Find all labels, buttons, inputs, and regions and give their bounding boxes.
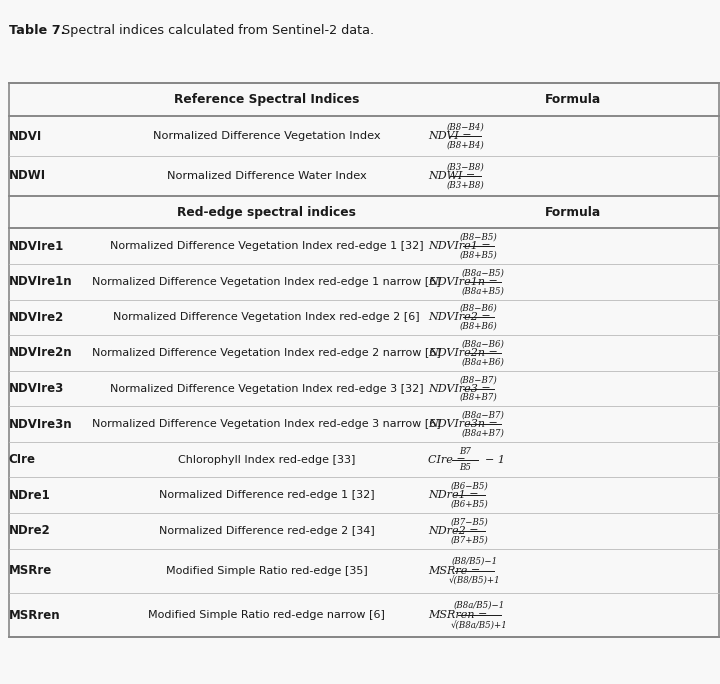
Text: √(B8/B5)+1: √(B8/B5)+1 xyxy=(449,577,500,586)
Text: (B8−B4): (B8−B4) xyxy=(446,122,484,132)
Text: NDVIre2: NDVIre2 xyxy=(9,311,64,324)
Text: NDVIre3 =: NDVIre3 = xyxy=(428,384,491,393)
Text: (B8a+B6): (B8a+B6) xyxy=(462,357,505,367)
Text: NDre2: NDre2 xyxy=(9,524,50,538)
Text: √(B8a/B5)+1: √(B8a/B5)+1 xyxy=(451,621,508,630)
Text: NDVIre1n =: NDVIre1n = xyxy=(428,277,498,287)
Text: Normalized Difference Water Index: Normalized Difference Water Index xyxy=(166,171,366,181)
Text: NDVIre2 =: NDVIre2 = xyxy=(428,313,491,322)
Text: Normalized Difference Vegetation Index red-edge 2 narrow [6]: Normalized Difference Vegetation Index r… xyxy=(92,348,441,358)
Text: NDVI: NDVI xyxy=(9,129,42,143)
Text: (B8a−B7): (B8a−B7) xyxy=(462,410,505,420)
Text: Normalized Difference Vegetation Index: Normalized Difference Vegetation Index xyxy=(153,131,380,141)
Text: Normalized Difference Vegetation Index red-edge 3 narrow [6]: Normalized Difference Vegetation Index r… xyxy=(92,419,441,429)
Text: NDVIre1n: NDVIre1n xyxy=(9,275,72,289)
Text: NDWI: NDWI xyxy=(9,169,46,183)
Text: NDVI =: NDVI = xyxy=(428,131,472,141)
Text: Formula: Formula xyxy=(545,205,602,219)
Text: NDVIre3n: NDVIre3n xyxy=(9,417,72,431)
Text: (B8a+B5): (B8a+B5) xyxy=(462,286,505,295)
Text: NDVIre2n: NDVIre2n xyxy=(9,346,72,360)
Text: Table 7.: Table 7. xyxy=(9,24,65,37)
Text: Normalized Difference Vegetation Index red-edge 2 [6]: Normalized Difference Vegetation Index r… xyxy=(113,313,420,322)
Text: (B8a−B6): (B8a−B6) xyxy=(462,339,505,349)
Text: Reference Spectral Indices: Reference Spectral Indices xyxy=(174,93,359,107)
Text: (B8−B6): (B8−B6) xyxy=(460,304,498,313)
Text: MSRren =: MSRren = xyxy=(428,610,491,620)
Text: (B8+B4): (B8+B4) xyxy=(446,140,484,150)
Text: (B6+B5): (B6+B5) xyxy=(451,499,489,509)
Text: MSRre =: MSRre = xyxy=(428,566,484,576)
Text: Spectral indices calculated from Sentinel-2 data.: Spectral indices calculated from Sentine… xyxy=(58,24,374,37)
Text: B5: B5 xyxy=(459,463,471,473)
Text: NDVIre3n =: NDVIre3n = xyxy=(428,419,498,429)
Text: CIre: CIre xyxy=(9,453,36,466)
Text: Normalized Difference red-edge 1 [32]: Normalized Difference red-edge 1 [32] xyxy=(158,490,374,500)
Text: CIre =: CIre = xyxy=(428,455,469,464)
Text: NDre2 =: NDre2 = xyxy=(428,526,479,536)
Text: NDWI =: NDWI = xyxy=(428,171,476,181)
Text: Chlorophyll Index red-edge [33]: Chlorophyll Index red-edge [33] xyxy=(178,455,355,464)
Text: NDVIre3: NDVIre3 xyxy=(9,382,64,395)
Text: (B8a/B5)−1: (B8a/B5)−1 xyxy=(454,601,505,609)
Text: − 1: − 1 xyxy=(485,455,505,464)
Text: Normalized Difference Vegetation Index red-edge 1 narrow [6]: Normalized Difference Vegetation Index r… xyxy=(92,277,441,287)
Text: NDre1 =: NDre1 = xyxy=(428,490,479,500)
Text: NDVIre2n =: NDVIre2n = xyxy=(428,348,498,358)
Text: Normalized Difference red-edge 2 [34]: Normalized Difference red-edge 2 [34] xyxy=(158,526,374,536)
Text: (B8+B6): (B8+B6) xyxy=(460,321,498,331)
Text: Normalized Difference Vegetation Index red-edge 3 [32]: Normalized Difference Vegetation Index r… xyxy=(109,384,423,393)
Text: (B3−B8): (B3−B8) xyxy=(446,162,484,172)
Text: Red-edge spectral indices: Red-edge spectral indices xyxy=(177,205,356,219)
Bar xyxy=(9,83,719,637)
Text: (B8/B5)−1: (B8/B5)−1 xyxy=(452,556,498,565)
Text: B7: B7 xyxy=(459,447,471,456)
Text: Formula: Formula xyxy=(545,93,602,107)
Text: (B3+B8): (B3+B8) xyxy=(446,180,484,189)
Text: Normalized Difference Vegetation Index red-edge 1 [32]: Normalized Difference Vegetation Index r… xyxy=(109,241,423,251)
Text: NDVIre1: NDVIre1 xyxy=(9,239,64,253)
Text: Modified Simple Ratio red-edge narrow [6]: Modified Simple Ratio red-edge narrow [6… xyxy=(148,610,384,620)
Text: (B8a+B7): (B8a+B7) xyxy=(462,428,505,438)
Text: (B8−B5): (B8−B5) xyxy=(460,233,498,242)
Text: (B8+B5): (B8+B5) xyxy=(460,250,498,260)
Text: MSRre: MSRre xyxy=(9,564,52,577)
Text: (B8+B7): (B8+B7) xyxy=(460,393,498,402)
Text: (B8a−B5): (B8a−B5) xyxy=(462,268,505,278)
Text: (B8−B7): (B8−B7) xyxy=(460,375,498,384)
Text: NDre1: NDre1 xyxy=(9,488,50,502)
Text: MSRren: MSRren xyxy=(9,609,60,622)
Text: Modified Simple Ratio red-edge [35]: Modified Simple Ratio red-edge [35] xyxy=(166,566,367,576)
Text: (B7+B5): (B7+B5) xyxy=(451,535,489,544)
Text: (B7−B5): (B7−B5) xyxy=(451,517,489,527)
Text: (B6−B5): (B6−B5) xyxy=(451,482,489,491)
Text: NDVIre1 =: NDVIre1 = xyxy=(428,241,491,251)
